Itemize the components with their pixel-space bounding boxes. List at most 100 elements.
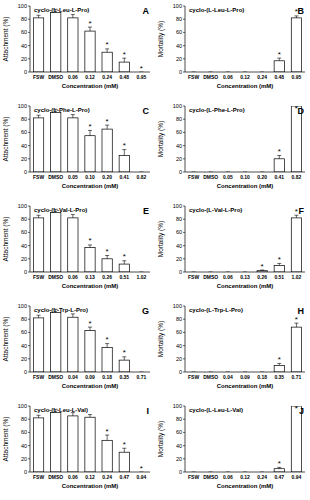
panel: ***020406080100FSWDMSO0.040.090.180.350.… — [2, 303, 150, 389]
significance: * — [88, 236, 91, 245]
x-axis — [185, 272, 305, 273]
significance: * — [88, 122, 91, 131]
y-tick — [28, 45, 30, 46]
marks — [33, 209, 143, 272]
y-tick-label: 100 — [173, 103, 182, 109]
x-tick-label: 0.94 — [292, 474, 302, 480]
x-tick-label: 0.82 — [137, 174, 147, 180]
y-tick — [183, 372, 185, 373]
error-bar — [71, 15, 75, 18]
bar — [33, 18, 43, 72]
error-bar — [37, 115, 41, 118]
y-tick — [183, 232, 185, 233]
bar — [85, 417, 95, 472]
y-tick-label: 80 — [176, 416, 182, 422]
y-tick-label: 60 — [176, 329, 182, 335]
x-tick-label: DMSO — [203, 374, 218, 380]
y-tick-label: 60 — [21, 429, 27, 435]
y-axis-label: Attachment (%) — [2, 17, 10, 62]
bar — [51, 113, 61, 172]
bar — [51, 13, 61, 72]
y-axis — [30, 106, 31, 172]
significance: * — [278, 355, 281, 364]
y-tick-label: 20 — [176, 256, 182, 262]
significance: * — [106, 427, 109, 436]
y-tick — [28, 245, 30, 246]
significance: * — [278, 255, 281, 264]
y-tick — [28, 458, 30, 459]
panel-letter: C — [143, 106, 150, 116]
panel-title: cyclo-(L-Val-L-Pro) — [34, 207, 87, 213]
panel-title: cyclo-(L-Leu-L-Val) — [34, 407, 88, 413]
panel-letter: D — [298, 106, 305, 116]
x-tick-label: DMSO — [203, 474, 218, 480]
bar — [51, 413, 61, 472]
x-tick-label: 0.35 — [119, 374, 129, 380]
marks — [192, 406, 302, 472]
error-bar — [105, 344, 109, 348]
y-tick-label: 20 — [176, 56, 182, 62]
y-tick — [28, 406, 30, 407]
y-tick-label: 0 — [24, 469, 27, 475]
x-tick-label: 0.06 — [68, 74, 78, 80]
error-bar — [37, 415, 41, 418]
y-tick — [28, 145, 30, 146]
x-tick-label: 0.26 — [257, 274, 267, 280]
y-tick-label: 20 — [21, 356, 27, 362]
significance: * — [295, 315, 298, 324]
y-tick-label: 40 — [21, 243, 27, 249]
x-axis-label: Concentration (mM) — [62, 83, 119, 89]
significance: * — [123, 252, 126, 261]
x-axis — [185, 172, 305, 173]
y-tick-label: 80 — [21, 416, 27, 422]
y-tick — [183, 332, 185, 333]
error-bar — [122, 150, 126, 156]
y-tick-label: 0 — [179, 169, 182, 175]
panel: **020406080100FSWDMSO0.040.090.180.350.7… — [157, 303, 305, 389]
panel: ***020406080100FSWDMSO0.060.130.260.511.… — [2, 203, 150, 289]
panel-letter: B — [298, 6, 305, 16]
y-tick — [183, 272, 185, 273]
y-tick — [183, 45, 185, 46]
bar — [85, 248, 95, 272]
y-tick — [28, 58, 30, 59]
y-tick — [28, 32, 30, 33]
bar — [68, 118, 78, 172]
x-tick-label: 0.94 — [137, 474, 147, 480]
y-tick-label: 0 — [179, 69, 182, 75]
y-axis — [30, 6, 31, 72]
y-tick — [183, 419, 185, 420]
y-tick — [28, 445, 30, 446]
panel: ***020406080100FSWDMSO0.060.120.240.470.… — [2, 403, 150, 489]
marks — [33, 409, 143, 472]
y-tick-label: 40 — [21, 43, 27, 49]
x-tick-label: 0.06 — [223, 274, 233, 280]
y-tick-label: 100 — [173, 3, 182, 9]
x-tick-label: DMSO — [48, 274, 63, 280]
x-axis-label: Concentration (mM) — [217, 183, 274, 189]
y-tick — [28, 232, 30, 233]
x-tick-label: 0.26 — [102, 274, 112, 280]
significance: * — [106, 247, 109, 256]
y-tick-label: 40 — [176, 243, 182, 249]
panel-letter: J — [299, 406, 304, 416]
x-tick-label: FSW — [188, 74, 199, 80]
y-tick — [183, 145, 185, 146]
error-bar — [88, 415, 92, 418]
error-bar — [37, 215, 41, 218]
x-tick-label: DMSO — [48, 174, 63, 180]
bar — [33, 118, 43, 172]
y-tick — [183, 58, 185, 59]
bar — [33, 218, 43, 272]
y-tick-label: 100 — [173, 403, 182, 409]
bar — [274, 159, 284, 172]
y-tick-label: 0 — [24, 69, 27, 75]
y-tick — [183, 406, 185, 407]
y-tick — [183, 432, 185, 433]
y-tick-label: 100 — [18, 3, 27, 9]
significance: * — [278, 50, 281, 59]
y-tick-label: 20 — [21, 256, 27, 262]
bar — [33, 418, 43, 472]
error-bar — [88, 130, 92, 135]
x-tick-label: 0.12 — [240, 74, 250, 80]
